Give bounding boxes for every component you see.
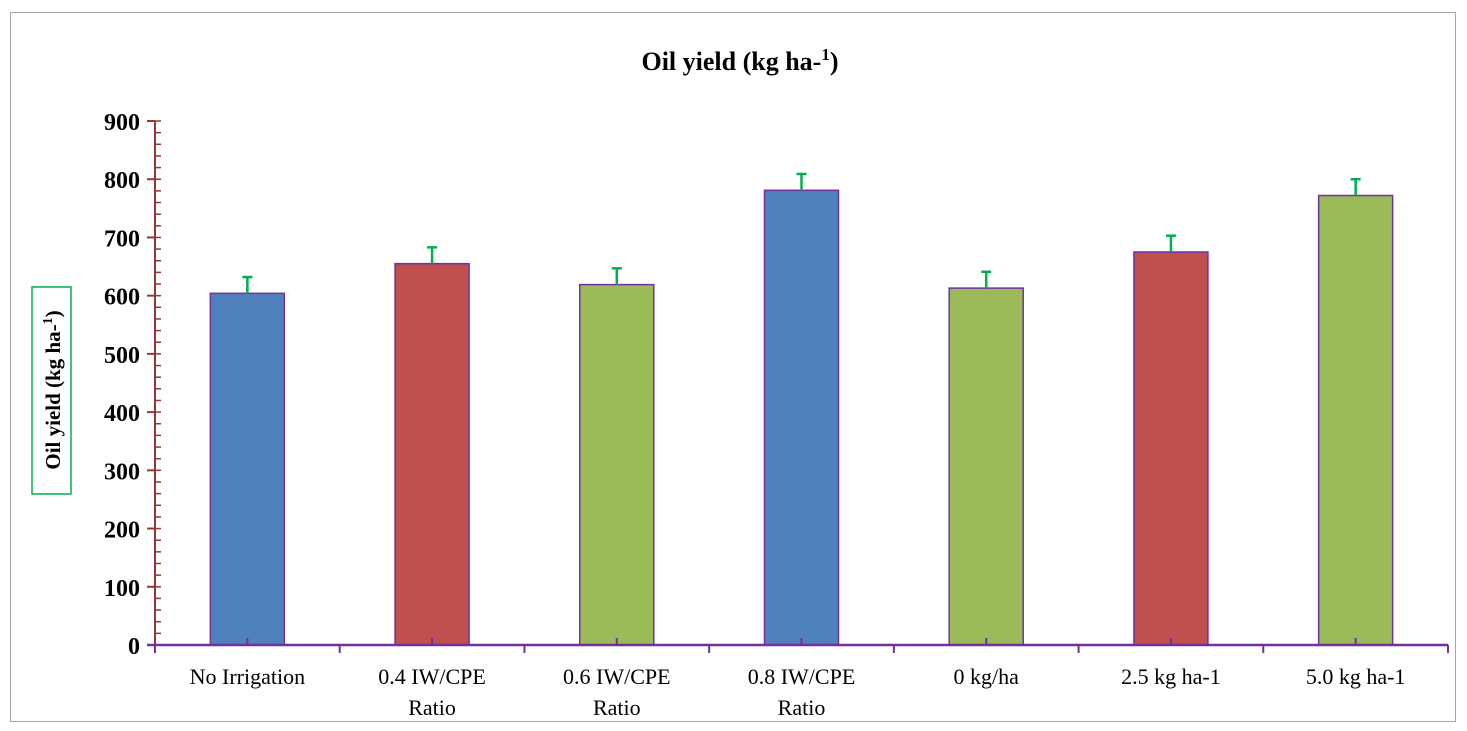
y-tick-label: 0 (128, 634, 140, 660)
x-tick-label: 5.0 kg ha-1 (1306, 664, 1406, 689)
bar (763, 189, 840, 646)
x-tick-label: No Irrigation (190, 664, 305, 689)
x-tick-label: Ratio (778, 695, 826, 720)
x-tick-label: 0.4 IW/CPE (378, 664, 486, 689)
y-axis-label-box (31, 286, 72, 495)
y-tick-label: 900 (104, 110, 140, 136)
y-tick-label: 300 (104, 459, 140, 485)
y-axis-label: Oil yield (kg ha-1) (31, 286, 72, 495)
x-tick-label: 0.6 IW/CPE (563, 664, 671, 689)
x-tick-label: 2.5 kg ha-1 (1121, 664, 1221, 689)
bar (948, 287, 1024, 646)
y-tick-label: 800 (104, 168, 140, 194)
plot-area: 0 100 200 300 400 500 600 700 800 900 No Irrigatio… (104, 110, 1449, 720)
bar (1317, 194, 1394, 646)
chart-title: Oil yield (kg ha-1) (641, 45, 838, 76)
y-tick-label: 400 (104, 401, 140, 427)
y-tick-label: 100 (104, 576, 140, 602)
y-tick-label: 500 (104, 343, 140, 369)
y-tick-label: 200 (104, 518, 140, 544)
x-tick-label: 0 kg/ha (954, 664, 1020, 689)
bar (209, 292, 286, 646)
bar (579, 283, 655, 646)
bar (394, 262, 470, 646)
y-tick-label: 700 (104, 226, 140, 252)
chart-frame (10, 12, 1456, 722)
x-tick-label: Ratio (593, 695, 641, 720)
bar (1133, 251, 1209, 646)
y-tick-label: 600 (104, 285, 140, 311)
x-tick-label: Ratio (408, 695, 456, 720)
x-tick-label: 0.8 IW/CPE (748, 664, 856, 689)
svg-text:Oil yield (kg ha-1): Oil yield (kg ha-1) (41, 310, 65, 469)
